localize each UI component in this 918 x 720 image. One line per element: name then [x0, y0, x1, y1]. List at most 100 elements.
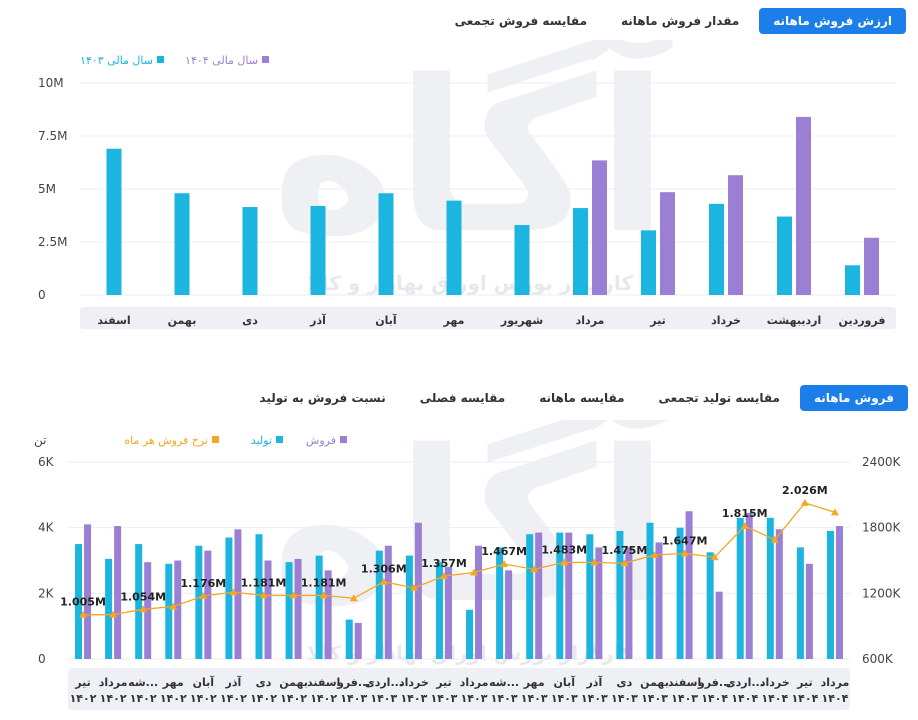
bar-1403-3 [641, 230, 656, 295]
category-month: اسفند [307, 676, 340, 689]
bottom-tab-0[interactable]: فروش ماهانه [799, 385, 908, 411]
left-tick-label: 0 [38, 652, 46, 666]
rate-point-23 [770, 535, 779, 543]
bar-sales-11 [414, 522, 422, 659]
bar-sales-1 [114, 526, 122, 659]
bar-production-24 [796, 547, 804, 659]
category-label: تیر [649, 314, 665, 327]
bar-production-13 [466, 609, 474, 659]
bar-sales-0 [84, 524, 92, 659]
bar-1404-4 [592, 160, 607, 295]
category-label: شهریور [500, 314, 543, 327]
right-tick-label: 2400K [862, 455, 902, 469]
bar-1403-4 [573, 208, 588, 295]
y-tick-label: 0 [38, 288, 46, 302]
rate-data-label: 1.054M [120, 590, 166, 603]
category-month: آذر [225, 675, 242, 689]
bar-sales-18 [625, 547, 633, 659]
category-month: شه... [128, 676, 158, 689]
legend-swatch-2 [212, 436, 219, 443]
right-tick-label: 600K [862, 652, 894, 666]
rate-point-24 [800, 498, 809, 506]
bar-production-17 [586, 534, 594, 659]
category-month: بهمن [640, 676, 669, 689]
rate-point-8 [319, 591, 328, 599]
category-year: ۱۴۰۲ [100, 692, 127, 705]
category-year: ۱۴۰۴ [822, 692, 849, 705]
top-tab-0[interactable]: ارزش فروش ماهانه [759, 8, 906, 34]
bar-sales-22 [745, 512, 753, 659]
category-label: اردیبهشت [767, 314, 821, 327]
category-year: ۱۴۰۳ [671, 692, 698, 705]
legend-swatch-1403 [157, 56, 164, 63]
bottom-tab-2[interactable]: مقایسه ماهانه [539, 391, 625, 405]
rate-point-2 [139, 605, 148, 613]
bar-production-0 [75, 544, 83, 659]
bottom-tab-4[interactable]: نسبت فروش به تولید [259, 391, 386, 405]
rate-point-9 [349, 594, 358, 602]
category-label: بهمن [168, 314, 197, 327]
rate-line [83, 502, 836, 616]
bar-production-22 [736, 517, 744, 659]
top-chart-tabs: ارزش فروش ماهانه مقدار فروش ماهانه مقایسه … [441, 8, 906, 34]
bar-sales-2 [144, 562, 152, 659]
category-month: مهر [523, 676, 545, 689]
category-label: اسفند [97, 314, 130, 327]
rate-data-label: 1.467M [481, 545, 527, 558]
category-year: ۱۴۰۲ [70, 692, 97, 705]
rate-point-17 [590, 558, 599, 566]
top-tab-2[interactable]: مقایسه فروش تجمعی [454, 14, 587, 28]
bottom-tab-1[interactable]: مقایسه تولید تجمعی [658, 391, 780, 405]
category-band-2 [68, 668, 850, 710]
rate-point-14 [500, 560, 509, 568]
left-tick-label: 4K [38, 521, 55, 535]
left-tick-label: 6K [38, 455, 55, 469]
category-month: تیر [435, 676, 451, 689]
bar-1403-10 [174, 193, 190, 295]
category-month: فرو... [697, 676, 731, 689]
legend-label-1: تولید [251, 434, 272, 447]
rate-data-label: 1.475M [602, 544, 648, 557]
bar-production-2 [135, 544, 143, 659]
right-tick-label: 1200K [862, 586, 902, 600]
rate-point-6 [259, 591, 268, 599]
bar-production-21 [706, 552, 714, 659]
bottom-tab-3[interactable]: مقایسه فصلی [419, 391, 506, 405]
bar-sales-17 [595, 547, 603, 659]
category-year: ۱۴۰۳ [400, 692, 427, 705]
bar-production-1 [105, 558, 113, 659]
category-month: فرو... [336, 676, 370, 689]
category-year: ۱۴۰۳ [370, 692, 397, 705]
bar-1404-3 [660, 192, 675, 295]
category-month: مرداد [460, 676, 489, 689]
bar-1403-6 [446, 200, 462, 295]
category-year: ۱۴۰۴ [791, 692, 818, 705]
legend-label-2: نرخ فروش هر ماه [124, 434, 208, 447]
left-axis-unit: تن [34, 433, 46, 448]
category-year: ۱۴۰۳ [461, 692, 488, 705]
category-year: ۱۴۰۲ [190, 692, 217, 705]
left-tick-label: 2K [38, 586, 55, 600]
rate-point-5 [229, 588, 238, 596]
rate-point-11 [409, 583, 418, 591]
category-label: مرداد [576, 314, 605, 327]
bar-sales-7 [294, 558, 302, 659]
top-tab-1[interactable]: مقدار فروش ماهانه [621, 14, 740, 28]
bar-sales-13 [475, 545, 483, 659]
y-tick-label: 5M [38, 182, 56, 196]
bar-sales-12 [444, 567, 452, 659]
rate-data-label: 1.181M [301, 576, 347, 589]
bar-production-6 [255, 534, 263, 659]
bar-production-9 [345, 619, 353, 659]
category-month: مهر [162, 676, 184, 689]
category-label: فروردین [839, 314, 886, 327]
category-year: ۱۴۰۴ [701, 692, 728, 705]
rate-point-0 [79, 610, 88, 618]
bar-1403-7 [378, 193, 394, 295]
bar-production-15 [526, 534, 534, 659]
rate-point-22 [740, 522, 749, 530]
bar-production-8 [315, 555, 323, 659]
bar-production-5 [225, 537, 233, 659]
category-year: ۱۴۰۲ [250, 692, 277, 705]
